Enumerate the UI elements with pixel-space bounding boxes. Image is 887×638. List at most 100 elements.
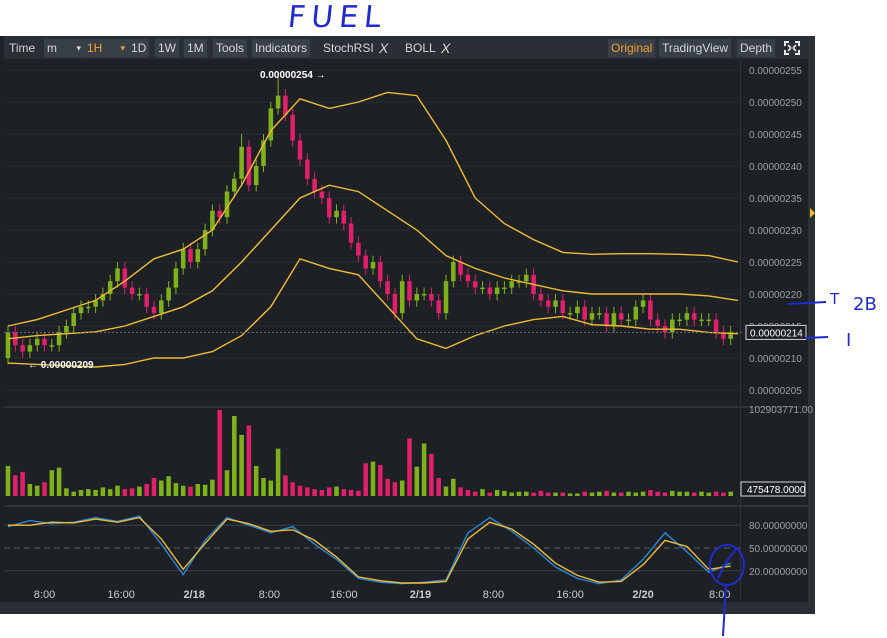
candle-body <box>261 140 266 166</box>
volume-bar <box>429 453 434 496</box>
volume-bar <box>465 489 471 496</box>
last-price-tag: 0.00000214 <box>750 328 803 339</box>
candle-body <box>611 313 617 326</box>
candle-body <box>49 345 55 347</box>
interval-1d-button[interactable]: 1D <box>128 39 150 57</box>
volume-bar <box>421 443 427 496</box>
volume-bar <box>151 477 157 496</box>
candle-body <box>458 262 463 275</box>
chart-right-edge <box>808 36 815 614</box>
candle-body <box>502 287 507 290</box>
candle-body <box>538 294 544 301</box>
candle-body <box>407 281 412 301</box>
volume-bar <box>706 492 712 496</box>
candle-body <box>20 345 25 352</box>
candle-body <box>180 249 186 269</box>
volume-bar <box>56 467 62 496</box>
candle-body <box>159 300 164 314</box>
candle-body <box>560 300 566 314</box>
volume-bar <box>553 492 558 496</box>
candle-body <box>713 319 719 333</box>
interval-m-label: m <box>47 41 57 55</box>
indicators-button[interactable]: Indicators <box>252 39 311 57</box>
ink-circle-slash <box>717 547 738 579</box>
volume-bar <box>494 489 500 496</box>
price-tick-label: 0.00000220 <box>749 290 802 301</box>
candle-body <box>34 338 40 346</box>
boll-middle-line <box>7 184 739 340</box>
low-price-marker: ← 0.00000209 <box>28 360 94 371</box>
time-tick-label: 2/18 <box>183 589 204 601</box>
candle-body <box>5 332 11 358</box>
volume-bar <box>677 491 682 496</box>
volume-bar <box>516 491 522 496</box>
time-tick-label: 8:00 <box>709 589 730 601</box>
candle-body <box>618 313 624 320</box>
candle-body <box>370 262 376 269</box>
candle-body <box>363 255 368 269</box>
chevron-down-icon: ▾ <box>76 43 81 53</box>
stochrsi-close-icon[interactable]: X <box>379 40 389 56</box>
boll-lower-line <box>7 257 739 368</box>
volume-bar <box>27 483 33 496</box>
volume-bar <box>217 410 222 496</box>
tradingview-button[interactable]: TradingView <box>659 39 732 57</box>
volume-bar <box>524 491 529 496</box>
interval-1w-button[interactable]: 1W <box>155 39 179 57</box>
volume-bar <box>100 487 106 496</box>
candle-body <box>137 294 142 296</box>
volume-bar <box>597 491 602 496</box>
volume-bar <box>275 448 281 496</box>
candle-body <box>100 294 106 301</box>
volume-bar <box>210 479 215 496</box>
volume-bar <box>195 483 201 496</box>
interval-1h-button[interactable]: 1H ▾ <box>84 39 128 57</box>
interval-1m-button[interactable]: 1M <box>184 39 207 57</box>
candle-body <box>385 281 390 294</box>
candle-body <box>443 281 449 314</box>
fullscreen-icon[interactable] <box>783 40 801 56</box>
volume-bar <box>305 487 310 496</box>
volume-bar <box>13 475 18 496</box>
price-tick-label: 0.00000240 <box>749 162 802 173</box>
candle-body <box>626 319 631 322</box>
stoch-tick-label: 50.00000000 <box>749 544 808 555</box>
volume-bar <box>312 489 317 496</box>
tools-button[interactable]: Tools <box>213 39 248 57</box>
volume-bar <box>137 486 142 496</box>
volume-bar <box>436 477 441 496</box>
interval-m-dropdown[interactable]: m ▾ <box>44 39 84 57</box>
volume-bar <box>618 492 624 496</box>
depth-button[interactable]: Depth <box>737 39 776 57</box>
candle-body <box>166 287 171 301</box>
candle-body <box>144 294 149 307</box>
price-tick-label: 0.00000205 <box>749 386 802 397</box>
original-view-button[interactable]: Original <box>608 39 656 57</box>
candle-body <box>115 268 120 282</box>
candle-body <box>597 313 602 315</box>
ink-resistance-stroke <box>787 301 827 305</box>
boll-close-icon[interactable]: X <box>441 40 451 56</box>
volume-bar <box>502 490 507 496</box>
volume-bar <box>246 425 252 496</box>
candle-body <box>648 300 653 320</box>
candle-body <box>699 319 704 322</box>
volume-bar <box>86 489 91 496</box>
last-price-tag-box <box>745 324 807 340</box>
candle-body <box>633 306 639 320</box>
price-tick-label: 0.00000245 <box>749 130 802 141</box>
candle-body <box>451 262 456 282</box>
candle-body <box>195 249 201 262</box>
candle-body <box>421 294 427 296</box>
volume-bar <box>326 487 332 496</box>
volume-bar <box>319 489 325 496</box>
volume-bar <box>458 487 463 496</box>
candle-body <box>691 313 697 320</box>
volume-bar <box>487 492 493 496</box>
ink-support-stroke <box>804 336 829 339</box>
boll-upper-line <box>7 91 739 327</box>
volume-separator <box>4 406 808 408</box>
candle-body <box>86 306 91 309</box>
candle-body <box>246 146 252 186</box>
